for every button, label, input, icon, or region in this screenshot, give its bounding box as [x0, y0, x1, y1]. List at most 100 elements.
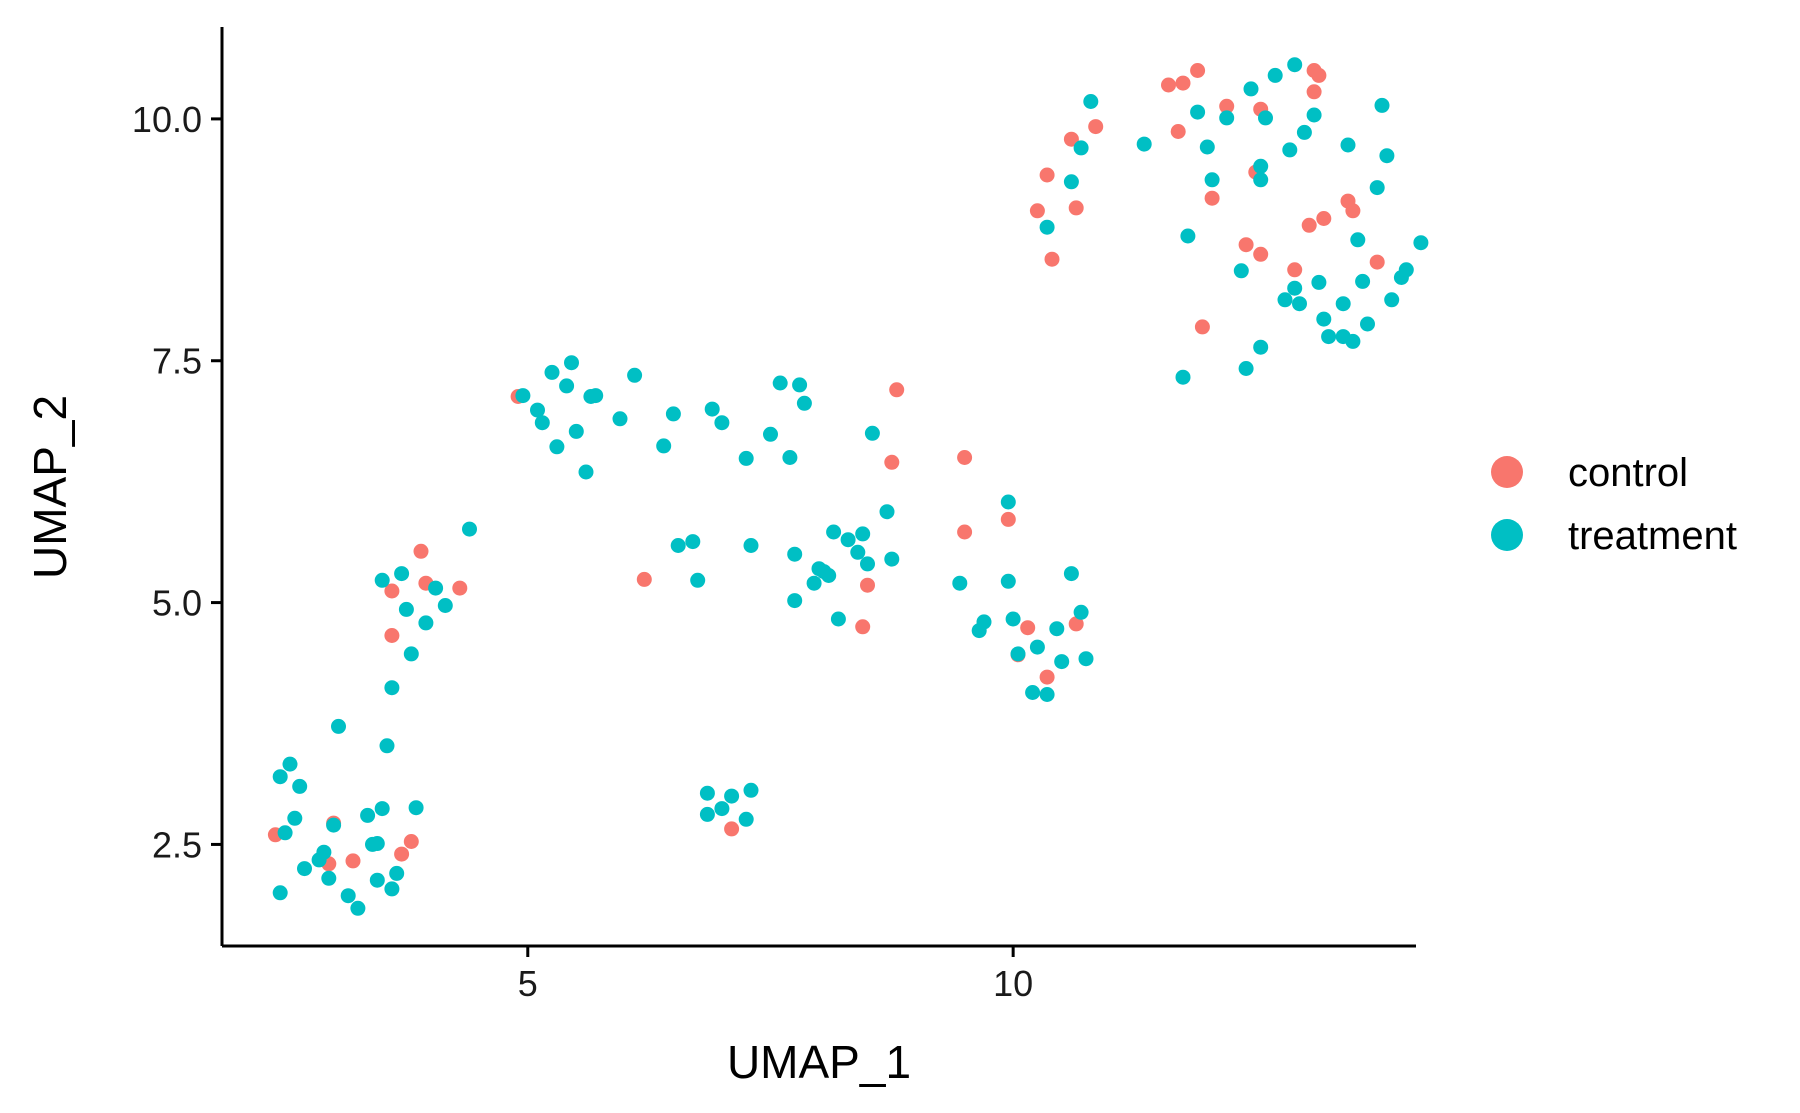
point-treatment-14	[360, 807, 376, 823]
point-control-6	[384, 583, 400, 599]
point-treatment-28	[418, 615, 434, 631]
point-treatment-26	[403, 646, 419, 662]
point-treatment-131	[1369, 180, 1385, 196]
point-control-46	[1306, 84, 1322, 100]
y-tick-label: 2.5	[152, 824, 202, 865]
point-treatment-90	[1049, 621, 1065, 637]
point-treatment-31	[462, 521, 477, 537]
point-control-49	[1345, 203, 1361, 219]
point-treatment-134	[1384, 292, 1400, 308]
point-treatment-67	[840, 532, 856, 548]
point-treatment-98	[1083, 94, 1099, 109]
point-treatment-39	[568, 423, 584, 439]
point-control-3	[345, 853, 361, 869]
point-treatment-110	[1253, 158, 1269, 174]
point-treatment-61	[806, 575, 822, 591]
point-treatment-108	[1243, 81, 1259, 97]
point-control-45	[1311, 67, 1327, 83]
point-control-5	[403, 834, 419, 849]
point-treatment-64	[821, 568, 837, 583]
point-treatment-85	[1005, 611, 1021, 627]
legend: control treatment	[1491, 451, 1737, 558]
point-control-26	[1039, 167, 1055, 183]
point-treatment-3	[287, 810, 303, 826]
point-treatment-88	[1029, 639, 1045, 655]
point-control-47	[1316, 211, 1332, 226]
x-tick-label: 5	[518, 963, 538, 1004]
point-treatment-129	[1355, 273, 1371, 289]
point-treatment-0	[272, 769, 288, 785]
point-treatment-4	[292, 778, 308, 794]
point-treatment-59	[796, 395, 812, 411]
series-treatment	[272, 57, 1429, 916]
point-treatment-12	[340, 888, 356, 904]
point-control-13	[724, 821, 740, 837]
point-treatment-105	[1219, 110, 1235, 126]
point-control-24	[1068, 616, 1084, 632]
y-tick-label: 7.5	[152, 341, 202, 382]
legend-key-control	[1491, 456, 1523, 488]
point-treatment-111	[1253, 172, 1269, 188]
point-treatment-29	[428, 580, 444, 596]
legend-item-control: control	[1491, 451, 1688, 495]
point-treatment-125	[1335, 296, 1351, 312]
point-treatment-115	[1282, 142, 1298, 158]
point-treatment-132	[1374, 97, 1390, 113]
point-control-36	[1194, 319, 1210, 335]
y-tick-label: 10.0	[132, 99, 202, 140]
point-treatment-47	[670, 538, 686, 553]
point-treatment-97	[1073, 140, 1089, 156]
point-treatment-80	[952, 575, 968, 591]
point-treatment-66	[830, 611, 846, 627]
point-treatment-16	[369, 872, 385, 888]
point-treatment-48	[685, 534, 701, 550]
point-treatment-121	[1311, 274, 1327, 290]
point-treatment-51	[714, 415, 730, 431]
point-treatment-86	[1010, 646, 1026, 662]
point-control-29	[1068, 200, 1084, 216]
point-control-30	[1088, 119, 1104, 135]
point-control-25	[1029, 203, 1045, 219]
point-control-14	[860, 577, 875, 593]
point-treatment-2	[282, 756, 298, 772]
point-treatment-53	[743, 538, 759, 553]
point-treatment-72	[879, 504, 895, 520]
point-treatment-37	[559, 378, 575, 394]
point-treatment-104	[1204, 172, 1220, 188]
point-control-22	[1020, 620, 1036, 636]
point-treatment-69	[855, 526, 871, 542]
point-treatment-32	[515, 388, 531, 404]
point-treatment-91	[1054, 654, 1070, 670]
point-control-40	[1253, 246, 1269, 262]
point-treatment-68	[850, 544, 866, 560]
legend-key-treatment	[1491, 519, 1523, 551]
point-control-38	[1238, 237, 1254, 253]
point-treatment-116	[1287, 280, 1303, 296]
point-treatment-11	[331, 718, 346, 734]
point-treatment-40	[578, 464, 594, 480]
point-treatment-123	[1321, 329, 1337, 345]
point-treatment-76	[714, 801, 730, 817]
point-control-43	[1301, 217, 1317, 233]
point-treatment-25	[398, 601, 414, 617]
point-treatment-113	[1267, 67, 1283, 83]
point-treatment-27	[374, 572, 390, 588]
x-tick-label: 10	[993, 963, 1033, 1004]
points-layer	[267, 57, 1429, 916]
x-axis-title: UMAP_1	[727, 1036, 911, 1088]
point-treatment-55	[772, 375, 788, 391]
point-control-4	[394, 846, 410, 862]
point-control-10	[452, 580, 468, 596]
point-control-17	[889, 382, 905, 398]
point-treatment-8	[316, 844, 332, 860]
point-treatment-22	[408, 800, 424, 816]
point-treatment-106	[1233, 263, 1249, 279]
point-treatment-93	[1073, 604, 1089, 620]
point-control-19	[957, 524, 973, 540]
point-treatment-73	[884, 551, 900, 567]
point-treatment-117	[1287, 57, 1303, 73]
point-control-37	[1219, 98, 1235, 114]
point-treatment-128	[1350, 232, 1366, 248]
point-treatment-36	[549, 439, 565, 455]
point-treatment-54	[763, 426, 778, 442]
